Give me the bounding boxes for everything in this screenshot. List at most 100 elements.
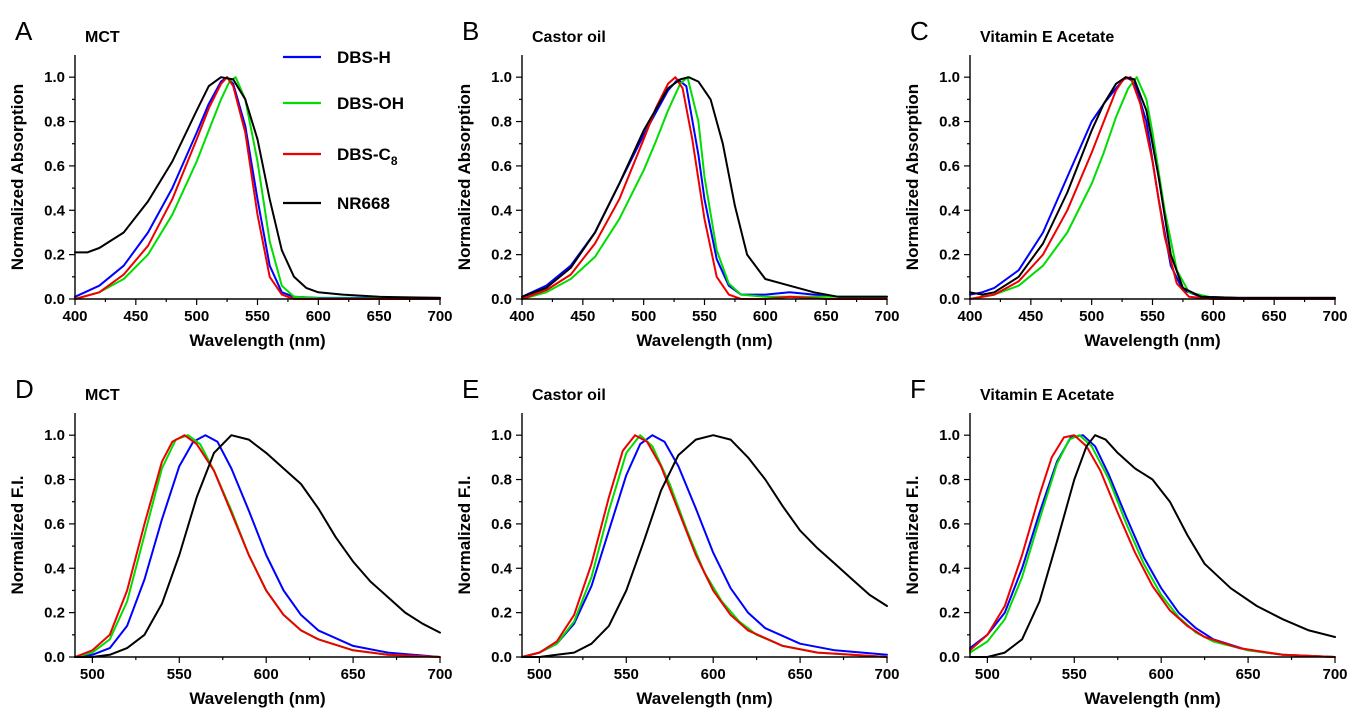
panel-letter: E (462, 374, 479, 404)
legend-item: DBS-H (283, 48, 391, 67)
x-tick-label: 600 (753, 308, 778, 325)
y-tick-label: 1.0 (44, 69, 65, 86)
axis-frame (521, 413, 887, 658)
panel-title: Castor oil (532, 387, 606, 404)
series-line-nr668 (521, 76, 888, 298)
y-tick-label: 0.4 (939, 560, 961, 577)
legend-label: NR668 (337, 194, 390, 213)
y-tick-label: 0.4 (44, 202, 66, 219)
x-tick-label: 700 (1322, 308, 1347, 325)
x-tick-label: 400 (509, 308, 534, 325)
y-tick-label: 0.6 (44, 158, 65, 175)
y-tick-label: 0.4 (491, 202, 513, 219)
y-tick-label: 0.0 (44, 291, 65, 308)
panel-title: MCT (85, 29, 120, 46)
panel-e: 500 550 600 650 700 0.0 0.2 0.4 0.6 0.8 1.0 Wavelen… (455, 374, 900, 708)
x-tick-label: 550 (692, 308, 717, 325)
x-tick-label: 550 (245, 308, 270, 325)
x-tick-label: 400 (62, 308, 87, 325)
y-tick-label: 0.2 (44, 247, 65, 264)
x-tick-label: 650 (814, 308, 839, 325)
legend-label-text: DBS-H (337, 48, 391, 67)
series-line-dbs-c8 (74, 434, 441, 658)
panel-letter: A (15, 16, 33, 46)
y-tick-label: 0.2 (44, 605, 65, 622)
x-tick-label: 650 (788, 666, 813, 683)
y-tick-label: 1.0 (44, 427, 65, 444)
panel-b: 400 450 500 550 600 650 700 0.0 0.2 0.4 0.6 0.8 1.0 W… (455, 16, 900, 350)
axis-frame (74, 55, 440, 300)
x-tick-label: 700 (874, 308, 899, 325)
series-line-nr668 (521, 434, 888, 658)
y-tick-label: 0.8 (491, 472, 512, 489)
y-tick-label: 0.4 (44, 560, 66, 577)
legend-label: DBS-OH (337, 94, 404, 113)
y-axis-title: Normalized F.I. (455, 475, 474, 594)
x-tick-label: 450 (570, 308, 595, 325)
series-line-nr668 (969, 434, 1336, 658)
series-line-dbs-c8 (969, 76, 1336, 300)
y-tick-label: 0.0 (939, 649, 960, 666)
y-tick-label: 0.2 (491, 605, 512, 622)
x-axis-title: Wavelength (nm) (189, 331, 325, 350)
x-tick-label: 550 (1062, 666, 1087, 683)
y-tick-label: 0.2 (939, 605, 960, 622)
y-tick-label: 0.0 (491, 291, 512, 308)
x-tick-label: 600 (1149, 666, 1174, 683)
x-tick-label: 650 (367, 308, 392, 325)
y-tick-label: 1.0 (491, 427, 512, 444)
series-line-dbs-h (521, 434, 888, 658)
y-tick-label: 1.0 (939, 69, 960, 86)
y-tick-label: 0.8 (491, 114, 512, 131)
y-tick-label: 0.0 (491, 649, 512, 666)
legend-item: DBS-OH (283, 94, 404, 113)
y-tick-label: 0.8 (939, 114, 960, 131)
series-line-nr668 (74, 76, 441, 299)
series-line-dbs-oh (74, 434, 441, 658)
x-axis-title: Wavelength (nm) (1084, 331, 1220, 350)
x-tick-label: 550 (614, 666, 639, 683)
y-axis-title: Normalized Absorption (8, 84, 27, 270)
x-tick-label: 600 (701, 666, 726, 683)
series-line-dbs-h (521, 78, 888, 298)
y-tick-label: 0.6 (939, 516, 960, 533)
y-tick-label: 0.0 (44, 649, 65, 666)
x-tick-label: 600 (1201, 308, 1226, 325)
x-tick-label: 700 (427, 666, 452, 683)
x-tick-label: 650 (1236, 666, 1261, 683)
panel-title: Vitamin E Acetate (980, 29, 1114, 46)
panel-letter: F (910, 374, 926, 404)
x-tick-label: 450 (1018, 308, 1043, 325)
y-tick-label: 0.6 (44, 516, 65, 533)
y-axis-title: Normalized F.I. (8, 475, 27, 594)
series-line-dbs-h (969, 76, 1336, 299)
series-line-dbs-oh (521, 434, 888, 658)
x-tick-label: 600 (254, 666, 279, 683)
series-line-dbs-c8 (521, 76, 888, 300)
x-tick-label: 500 (975, 666, 1000, 683)
y-tick-label: 1.0 (491, 69, 512, 86)
y-tick-label: 1.0 (939, 427, 960, 444)
y-tick-label: 0.8 (44, 472, 65, 489)
y-tick-label: 0.6 (491, 158, 512, 175)
series-line-nr668 (74, 434, 441, 658)
panel-title: Vitamin E Acetate (980, 387, 1114, 404)
x-axis-title: Wavelength (nm) (1084, 689, 1220, 708)
panel-letter: C (910, 16, 929, 46)
legend-label-text: NR668 (337, 194, 390, 213)
x-tick-label: 450 (123, 308, 148, 325)
x-tick-label: 500 (80, 666, 105, 683)
series-line-dbs-h (74, 434, 441, 658)
panel-d: 500 550 600 650 700 0.0 0.2 0.4 0.6 0.8 1.0 Wavelen… (8, 374, 453, 708)
axis-frame (969, 413, 1335, 658)
x-tick-label: 700 (874, 666, 899, 683)
x-tick-label: 700 (427, 308, 452, 325)
legend-label: DBS-H (337, 48, 391, 67)
x-tick-label: 400 (957, 308, 982, 325)
y-tick-label: 0.2 (939, 247, 960, 264)
panel-letter: B (462, 16, 479, 46)
y-tick-label: 0.0 (939, 291, 960, 308)
series-line-dbs-c8 (521, 434, 888, 658)
legend-label-text: DBS-OH (337, 94, 404, 113)
